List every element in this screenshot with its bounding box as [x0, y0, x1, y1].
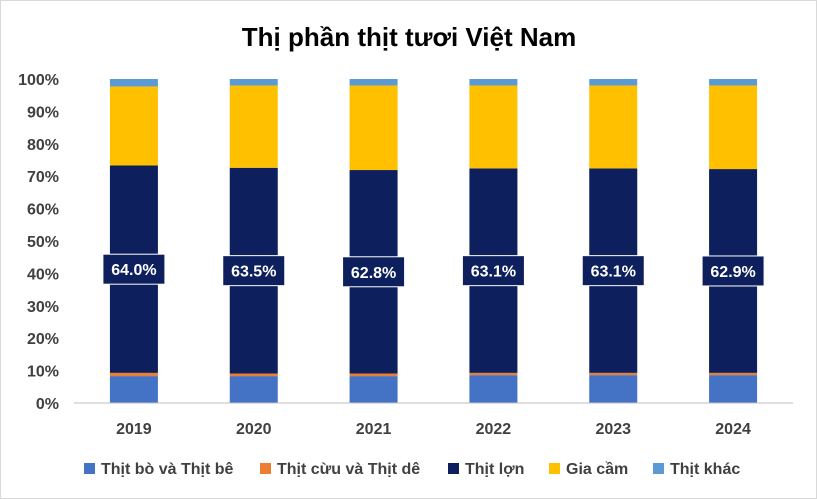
- y-tick-label: 20%: [27, 331, 59, 348]
- data-label: 64.0%: [111, 262, 156, 279]
- chart-title: Thị phần thịt tươi Việt Nam: [242, 22, 576, 52]
- legend: Thịt bò và Thịt bê Thịt cừu và Thịt dê Thị…: [84, 461, 740, 478]
- x-tick-label: 2020: [236, 421, 272, 438]
- y-tick-label: 100%: [18, 72, 59, 89]
- legend-label: Thịt khác: [670, 461, 740, 478]
- y-axis: 0% 10% 20% 30% 40% 50% 60% 70% 80% 90% 100%: [18, 72, 59, 413]
- x-tick-label: 2024: [715, 421, 751, 438]
- data-label-box: [701, 255, 765, 287]
- bar-segment: [229, 79, 278, 86]
- data-label-box: [222, 255, 286, 287]
- x-tick-label: 2022: [476, 421, 512, 438]
- bar-segment: [709, 372, 758, 376]
- bar-segment: [349, 79, 398, 86]
- x-tick-label: 2019: [116, 421, 152, 438]
- bar-segment: [229, 373, 278, 377]
- x-tick-label: 2023: [595, 421, 631, 438]
- y-tick-label: 80%: [27, 137, 59, 154]
- data-label-box: [102, 253, 166, 285]
- legend-swatch: [653, 463, 664, 474]
- bar-segment: [109, 372, 158, 377]
- data-label-box: [342, 256, 406, 288]
- legend-swatch: [549, 463, 560, 474]
- y-tick-label: 30%: [27, 299, 59, 316]
- y-tick-label: 40%: [27, 266, 59, 283]
- bar-segment: [229, 85, 278, 168]
- legend-swatch: [448, 463, 459, 474]
- bar-segment: [709, 85, 758, 170]
- y-tick-label: 70%: [27, 169, 59, 186]
- bar-segment: [109, 79, 158, 87]
- bar-segment: [109, 86, 158, 166]
- bar-segment: [709, 79, 758, 86]
- data-label-box: [461, 255, 525, 287]
- bar-segment: [469, 375, 518, 403]
- data-label: 62.8%: [351, 265, 396, 282]
- bar-segment: [589, 375, 638, 403]
- legend-swatch: [84, 463, 95, 474]
- data-label: 62.9%: [710, 264, 755, 281]
- x-axis: 2019 2020 2021 2022 2023 2024: [116, 421, 751, 438]
- bar-segment: [109, 376, 158, 403]
- bars: [109, 79, 758, 403]
- bar-segment: [349, 376, 398, 403]
- y-tick-label: 50%: [27, 234, 59, 251]
- bar-segment: [229, 376, 278, 403]
- bar-segment: [709, 375, 758, 403]
- bar-segment: [589, 372, 638, 376]
- legend-label: Gia cầm: [566, 461, 628, 478]
- y-tick-label: 10%: [27, 364, 59, 381]
- bar-segment: [469, 372, 518, 376]
- y-tick-label: 0%: [36, 396, 59, 413]
- legend-swatch: [260, 463, 271, 474]
- x-tick-label: 2021: [356, 421, 392, 438]
- bar-segment: [349, 373, 398, 377]
- bar-segment: [469, 85, 518, 169]
- legend-label: Thịt lợn: [465, 461, 524, 478]
- bar-segment: [589, 79, 638, 86]
- bar-segment: [589, 85, 638, 169]
- bar-segment: [349, 85, 398, 171]
- data-label: 63.1%: [471, 264, 516, 281]
- data-labels: 64.0% 63.5% 62.8% 63.1% 63.1% 62.9%: [102, 253, 765, 288]
- y-tick-label: 90%: [27, 104, 59, 121]
- legend-label: Thịt cừu và Thịt dê: [277, 461, 420, 478]
- legend-label: Thịt bò và Thịt bê: [101, 461, 234, 478]
- data-label-box: [581, 255, 645, 287]
- bar-segment: [469, 79, 518, 86]
- data-label: 63.5%: [231, 264, 276, 281]
- data-label: 63.1%: [591, 264, 636, 281]
- y-tick-label: 60%: [27, 202, 59, 219]
